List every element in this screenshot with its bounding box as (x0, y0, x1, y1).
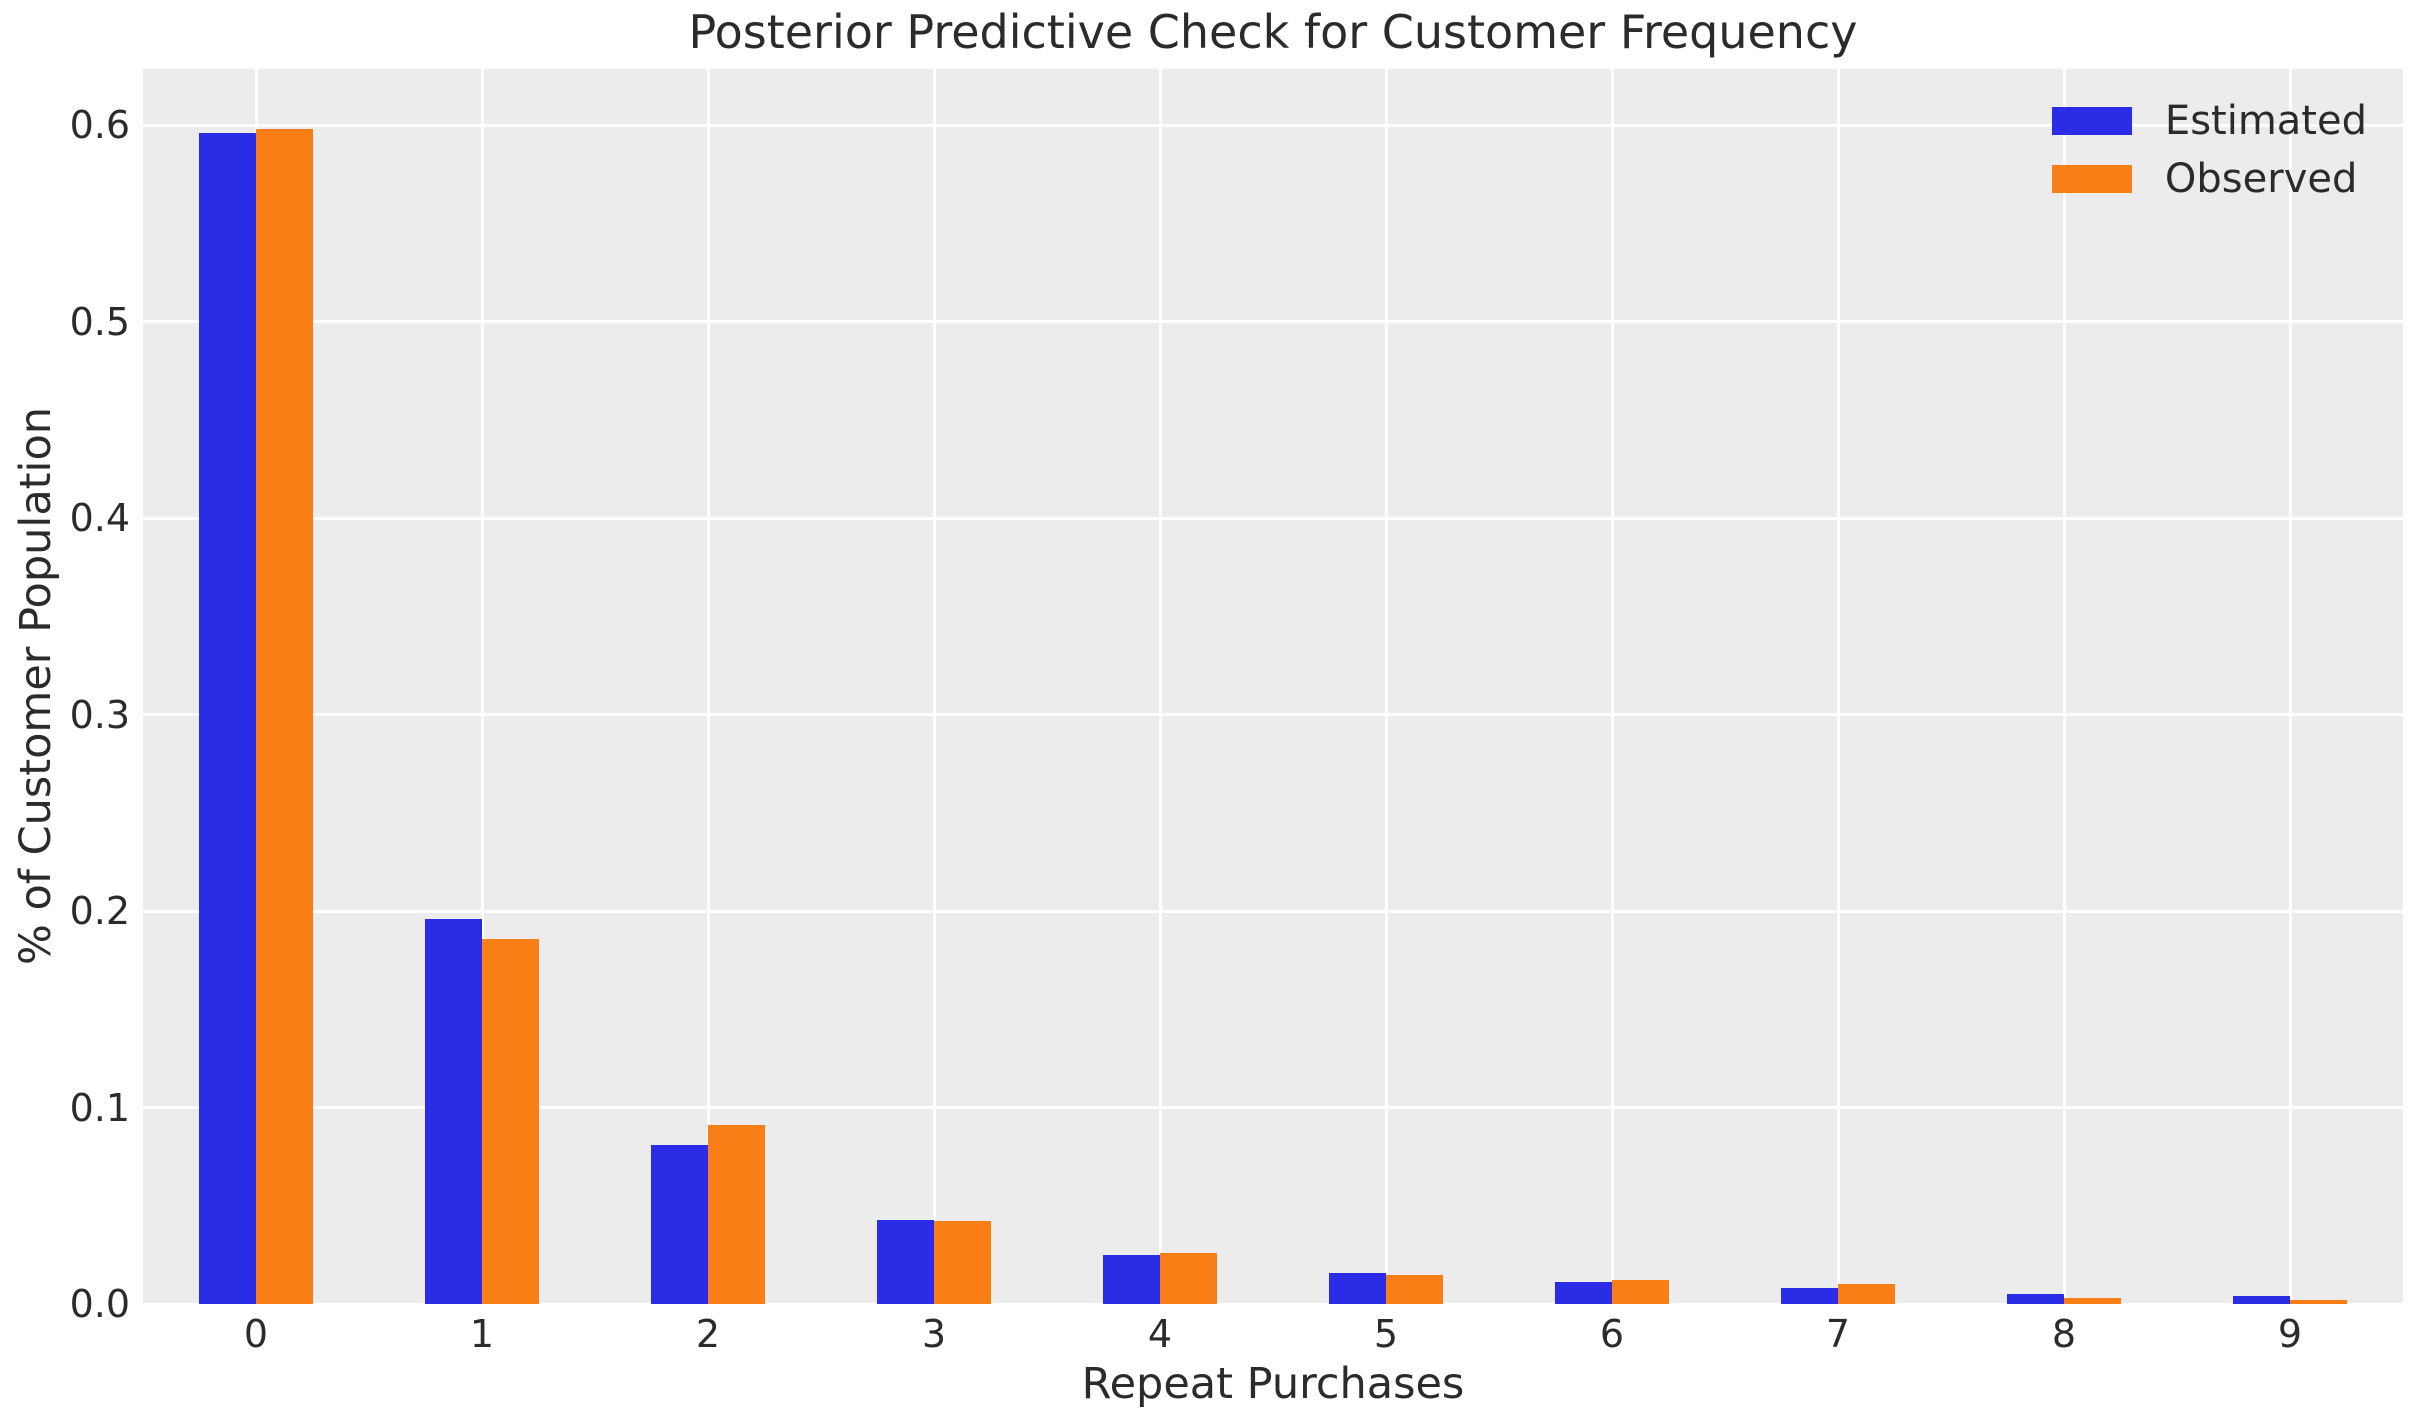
bar-observed-7 (1838, 1284, 1895, 1304)
x-tick-6: 6 (1599, 1312, 1625, 1356)
legend: Estimated Observed (2051, 97, 2367, 203)
y-tick-0.4: 0.4 (69, 496, 130, 540)
gridline-y-0.4 (143, 516, 2403, 520)
y-tick-0.2: 0.2 (69, 889, 130, 933)
gridline-x-8 (2062, 69, 2066, 1304)
bar-observed-0 (256, 128, 313, 1304)
x-tick-7: 7 (1825, 1312, 1851, 1356)
bar-estimated-8 (2007, 1294, 2064, 1304)
gridline-x-6 (1610, 69, 1614, 1304)
bar-observed-3 (934, 1221, 991, 1304)
y-axis-label: % of Customer Population (11, 406, 61, 966)
legend-item-observed: Observed (2051, 155, 2367, 203)
bar-estimated-6 (1555, 1282, 1612, 1304)
gridline-y-0.2 (143, 909, 2403, 913)
gridline-x-1 (480, 69, 484, 1304)
gridline-x-2 (706, 69, 710, 1304)
bar-estimated-9 (2233, 1296, 2290, 1304)
legend-label-estimated: Estimated (2164, 98, 2367, 144)
gridline-y-0.3 (143, 713, 2403, 716)
bar-estimated-2 (651, 1144, 708, 1304)
bar-observed-6 (1612, 1280, 1669, 1304)
x-tick-4: 4 (1147, 1312, 1173, 1356)
bar-estimated-0 (199, 132, 256, 1304)
x-tick-8: 8 (2051, 1312, 2077, 1356)
gridline-y-0.1 (143, 1106, 2403, 1109)
legend-item-estimated: Estimated (2051, 97, 2367, 145)
x-tick-2: 2 (695, 1312, 721, 1356)
legend-swatch-observed (2051, 165, 2132, 193)
bar-estimated-4 (1103, 1254, 1160, 1304)
bar-observed-2 (708, 1125, 765, 1304)
plot-area: Estimated Observed (143, 69, 2403, 1306)
bar-observed-5 (1386, 1274, 1443, 1304)
y-tick-0.3: 0.3 (69, 692, 130, 737)
x-tick-3: 3 (921, 1312, 947, 1356)
bar-observed-1 (482, 938, 539, 1304)
x-tick-9: 9 (2277, 1312, 2303, 1356)
gridline-x-4 (1158, 69, 1162, 1304)
y-tick-0.1: 0.1 (69, 1085, 130, 1130)
bar-observed-9 (2290, 1300, 2347, 1304)
y-tick-0.6: 0.6 (69, 103, 130, 147)
gridline-y-0.6 (143, 123, 2403, 127)
gridline-x-7 (1836, 69, 1840, 1304)
bar-observed-8 (2064, 1298, 2121, 1304)
gridline-x-3 (932, 69, 936, 1304)
y-tick-0.0: 0.0 (69, 1282, 130, 1326)
bar-estimated-3 (877, 1219, 934, 1304)
bar-estimated-1 (425, 918, 482, 1304)
x-tick-5: 5 (1373, 1312, 1399, 1356)
x-axis-label: Repeat Purchases (1081, 1359, 1465, 1409)
gridline-x-9 (2288, 69, 2292, 1304)
gridline-y-0.0 (143, 1302, 2403, 1306)
gridline-y-0.5 (143, 320, 2403, 323)
legend-label-observed: Observed (2164, 156, 2358, 202)
bar-estimated-5 (1329, 1272, 1386, 1304)
x-tick-1: 1 (469, 1312, 495, 1356)
legend-swatch-estimated (2051, 107, 2132, 135)
bar-estimated-7 (1781, 1288, 1838, 1304)
x-tick-0: 0 (243, 1312, 269, 1356)
gridline-x-5 (1384, 69, 1388, 1304)
bar-observed-4 (1160, 1252, 1217, 1304)
y-tick-0.5: 0.5 (69, 299, 130, 344)
chart-title: Posterior Predictive Check for Customer … (688, 5, 1858, 59)
